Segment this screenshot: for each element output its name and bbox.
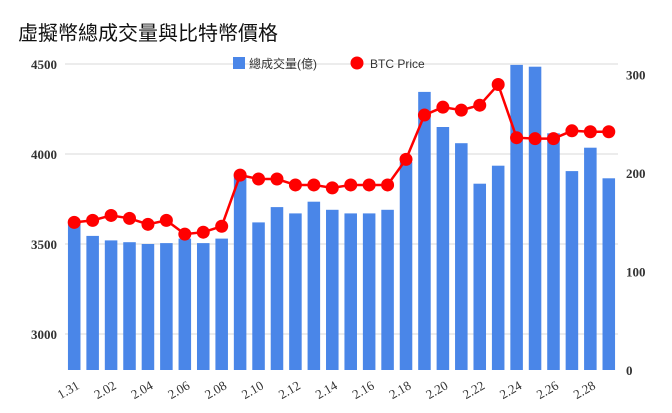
x-tick-label: 2.12	[276, 378, 303, 402]
y-left-tick-label: 3000	[31, 327, 57, 342]
volume-bar	[233, 174, 247, 370]
btc-price-point	[417, 108, 431, 122]
btc-price-point	[565, 124, 579, 138]
volume-bar	[196, 243, 210, 370]
btc-price-point	[307, 178, 321, 192]
volume-bar	[399, 162, 413, 370]
volume-bar	[491, 165, 505, 370]
y-left-tick-label: 4000	[31, 147, 57, 162]
volume-bar	[104, 240, 118, 370]
volume-bar	[123, 242, 136, 370]
legend-label-btc: BTC Price	[370, 57, 425, 71]
volume-bar	[436, 127, 450, 370]
btc-price-point	[215, 219, 229, 233]
btc-price-point	[362, 178, 376, 192]
btc-price-point	[528, 132, 542, 146]
btc-price-point	[473, 98, 487, 112]
volume-bar	[67, 222, 81, 370]
x-axis: 1.31 2.02 2.04 2.06 2.08 2.10 2.12 2.14 2.16 2.18…	[55, 377, 598, 402]
x-tick-label: 2.18	[386, 378, 413, 402]
volume-bar	[344, 213, 357, 370]
btc-price-point	[583, 125, 597, 139]
volume-bar	[178, 238, 192, 370]
volume-bars	[67, 64, 616, 371]
y-right-tick-label: 200	[626, 166, 646, 181]
grid-lines	[65, 63, 618, 335]
btc-price-point	[399, 152, 413, 166]
btc-price-point	[454, 103, 468, 117]
volume-bar	[270, 207, 284, 370]
legend-label-volume: 總成交量(億)	[249, 56, 317, 71]
btc-price-line	[67, 78, 616, 241]
volume-bar	[547, 133, 560, 370]
volume-bar	[473, 183, 487, 370]
x-tick-label: 2.14	[313, 377, 341, 402]
btc-price-point	[602, 125, 616, 139]
volume-bar	[215, 238, 228, 370]
btc-price-point	[436, 100, 450, 114]
btc-price-point	[381, 178, 395, 192]
y-left-tick-label: 4500	[31, 57, 57, 72]
btc-price-point	[252, 172, 266, 186]
volume-bar	[362, 213, 376, 370]
btc-price-point	[104, 208, 118, 222]
volume-bar	[289, 213, 302, 370]
volume-bar	[510, 64, 523, 371]
btc-price-polyline	[74, 83, 609, 236]
x-tick-label: 2.16	[349, 377, 377, 402]
btc-price-point	[510, 131, 524, 145]
legend-swatch-volume	[233, 57, 245, 69]
btc-price-point	[67, 215, 81, 229]
btc-price-point	[325, 181, 339, 195]
btc-price-point	[141, 217, 155, 231]
volume-bar	[602, 178, 616, 370]
btc-price-point	[123, 211, 137, 225]
volume-bar	[584, 147, 597, 370]
x-tick-label: 2.04	[128, 377, 156, 402]
btc-price-point	[196, 225, 210, 239]
x-tick-label: 2.20	[423, 378, 450, 402]
chart-title: 虛擬幣總成交量與比特幣價格	[18, 21, 278, 45]
volume-bar	[86, 235, 99, 370]
y-right-tick-label: 0	[626, 363, 633, 378]
volume-bar	[252, 222, 265, 370]
btc-price-point	[233, 168, 247, 182]
y-axis-right: 0 100 200 300	[626, 68, 646, 378]
x-tick-label: 2.10	[239, 378, 266, 402]
volume-bar	[381, 209, 394, 370]
volume-bar	[528, 66, 542, 370]
x-tick-label: 2.06	[165, 377, 193, 402]
x-tick-label: 2.24	[497, 377, 525, 402]
btc-price-point	[344, 178, 358, 192]
volume-bar	[455, 143, 468, 370]
legend-swatch-btc	[350, 56, 364, 70]
y-right-tick-label: 300	[626, 68, 646, 83]
x-tick-label: 2.08	[202, 378, 229, 402]
y-axis-left: 3000 3500 4000 4500	[31, 57, 57, 342]
volume-bar	[160, 243, 173, 370]
x-tick-label: 2.02	[91, 378, 118, 402]
volume-bar	[418, 91, 431, 371]
x-tick-label: 2.28	[571, 378, 598, 402]
volume-bar	[141, 244, 155, 370]
btc-price-point	[546, 132, 560, 146]
legend: 總成交量(億) BTC Price	[233, 56, 425, 71]
volume-bar	[326, 209, 339, 370]
y-right-tick-label: 100	[626, 265, 646, 280]
y-left-tick-label: 3500	[31, 237, 57, 252]
btc-price-point	[491, 78, 505, 92]
btc-price-point	[288, 178, 302, 192]
x-tick-label: 2.26	[534, 377, 562, 402]
volume-bar	[307, 201, 321, 370]
volume-bar	[565, 171, 579, 370]
x-tick-label: 2.22	[460, 378, 487, 402]
btc-price-point	[270, 172, 284, 186]
btc-price-point	[159, 213, 173, 227]
btc-price-point	[178, 227, 192, 241]
btc-price-point	[86, 213, 100, 227]
x-tick-label: 1.31	[55, 378, 82, 402]
